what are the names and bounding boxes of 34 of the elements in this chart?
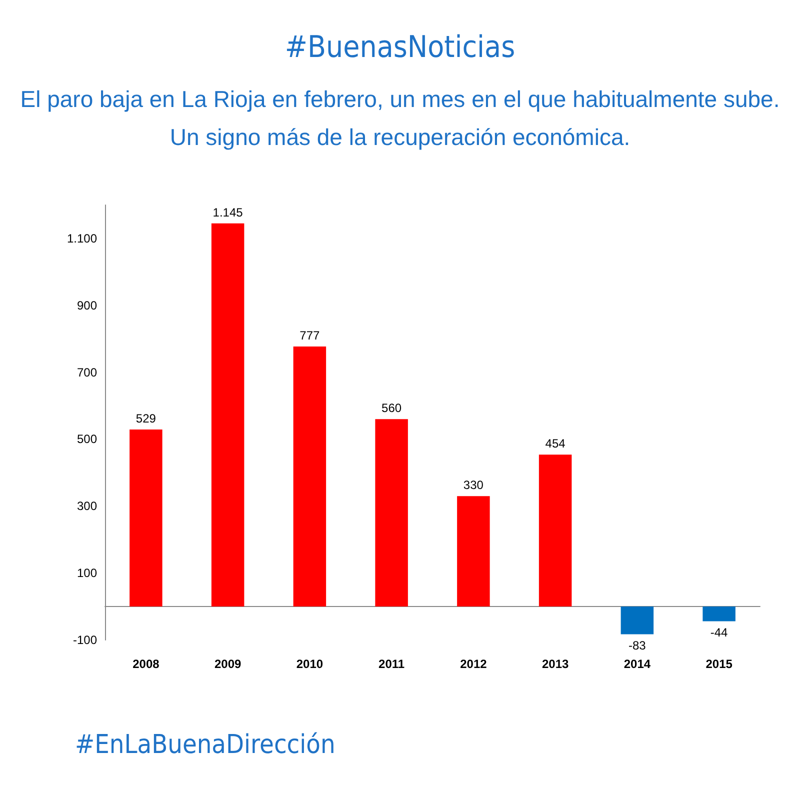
y-tick-label: 100 xyxy=(76,566,98,580)
chart-subtitle: El paro baja en La Rioja en febrero, un mes en el que habitualmente sube. Un signo más de la recuperación económica. xyxy=(19,85,781,152)
data-label: 330 xyxy=(463,478,484,492)
bar xyxy=(293,346,326,607)
data-label: -44 xyxy=(710,625,728,640)
text: #EnLaBuenaDirección xyxy=(75,730,336,760)
y-tick-label: -100 xyxy=(72,633,98,647)
bar xyxy=(702,606,736,622)
x-tick-label: 2009 xyxy=(214,657,242,671)
x-tick-label: 2014 xyxy=(624,657,651,671)
y-tick-label: 300 xyxy=(76,499,98,514)
data-label: 777 xyxy=(300,328,320,343)
chart-title: #BuenasNoticias xyxy=(284,30,516,65)
bar xyxy=(538,454,572,607)
data-label: 560 xyxy=(382,401,402,416)
bar xyxy=(457,496,490,607)
bar xyxy=(130,430,162,607)
x-tick-label: 2013 xyxy=(542,657,569,671)
x-tick-label: 2008 xyxy=(132,657,160,671)
y-tick-label: 500 xyxy=(76,432,98,446)
data-label: 454 xyxy=(545,436,566,451)
bar xyxy=(620,606,654,634)
x-tick-label: 2015 xyxy=(706,657,733,671)
y-tick-label: 1.100 xyxy=(66,231,98,246)
data-label: -83 xyxy=(628,638,646,652)
bar xyxy=(375,419,408,607)
y-tick-label: 900 xyxy=(76,298,98,312)
x-tick-label: 2011 xyxy=(378,657,405,671)
data-label: 1.145 xyxy=(212,205,244,220)
x-tick-label: 2012 xyxy=(460,657,488,671)
data-label: 529 xyxy=(136,412,156,426)
x-tick-label: 2010 xyxy=(296,657,324,671)
bar xyxy=(211,223,244,607)
y-tick-label: 700 xyxy=(76,365,98,380)
